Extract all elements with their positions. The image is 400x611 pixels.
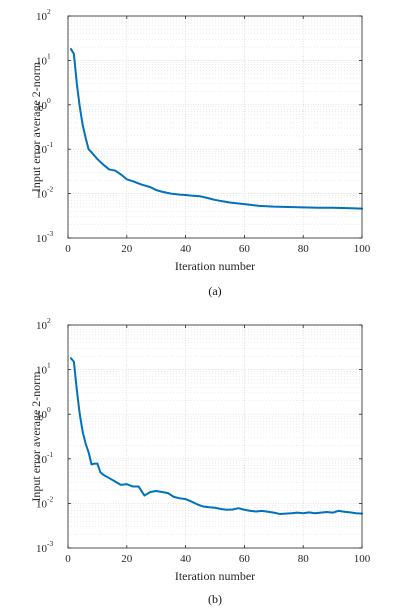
- x-tick-label: 20: [121, 553, 133, 565]
- x-tick-label: 100: [354, 553, 371, 565]
- series-line: [69, 357, 363, 515]
- x-tick-label: 40: [180, 243, 192, 255]
- plot-area: [68, 16, 362, 238]
- y-axis-label: Input error average 2-norm: [29, 61, 43, 192]
- y-tick-label: 101: [36, 361, 51, 377]
- x-tick-label: 40: [180, 553, 192, 565]
- subfigure-caption: (a): [208, 284, 221, 298]
- chart-panel-2: 0 20 40 60 80 100 10-3 10-2 10-1 100 101 102 Iterati…: [29, 316, 371, 606]
- y-tick-label: 102: [36, 7, 51, 23]
- subfigure-caption: (b): [208, 592, 222, 606]
- series-line: [69, 48, 363, 210]
- x-tick-label: 60: [239, 553, 251, 565]
- x-tick-label: 80: [298, 553, 310, 565]
- chart-panel-1: 0 20 40 60 80 100 10-3 10-2 10-1 100 101 102 Iterati…: [29, 7, 371, 298]
- x-tick-label: 60: [239, 243, 251, 255]
- y-tick-label: 101: [36, 51, 51, 67]
- x-tick-label: 0: [65, 243, 71, 255]
- y-tick-label: 10-3: [36, 229, 53, 245]
- y-tick-label: 100: [36, 405, 51, 421]
- x-axis-label: Iteration number: [175, 569, 255, 583]
- y-axis-label: Input error average 2-norm: [29, 371, 43, 502]
- x-tick-label: 100: [354, 243, 371, 255]
- axes-box: [67, 15, 363, 239]
- axes-box: [67, 324, 363, 549]
- y-tick-label: 10-2: [36, 185, 53, 201]
- x-tick-label: 20: [121, 243, 133, 255]
- y-tick-label: 102: [36, 316, 51, 332]
- x-axis-label: Iteration number: [175, 259, 255, 273]
- x-tick-label: 80: [298, 243, 310, 255]
- y-tick-label: 10-1: [36, 140, 53, 156]
- y-tick-label: 10-3: [36, 539, 53, 555]
- x-tick-label: 0: [65, 553, 71, 565]
- y-tick-label: 10-1: [36, 450, 53, 466]
- plot-area: [68, 325, 362, 548]
- y-tick-label: 10-2: [36, 494, 53, 510]
- y-tick-label: 100: [36, 96, 51, 112]
